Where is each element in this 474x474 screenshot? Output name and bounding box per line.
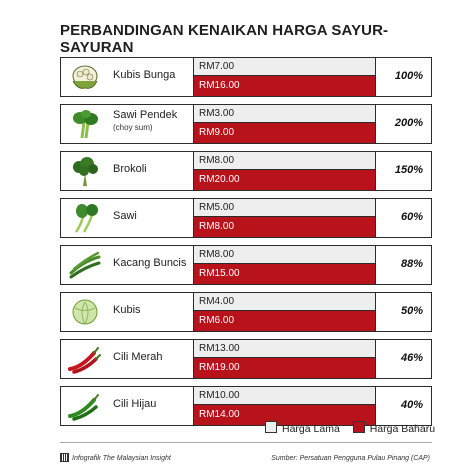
price-bars: RM4.00 RM6.00 <box>193 293 376 331</box>
page-title: PERBANDINGAN KENAIKAN HARGA SAYUR-SAYURA… <box>60 22 389 56</box>
broccoli-icon <box>73 157 98 186</box>
list-item: Brokoli RM8.00 RM20.00 150% <box>60 151 432 191</box>
old-price: RM10.00 <box>194 387 375 405</box>
list-item: Kacang Buncis RM8.00 RM15.00 88% <box>60 245 432 285</box>
increase-percent: 150% <box>394 164 423 176</box>
credit-text: Infografik The Malaysian Insight <box>72 455 171 462</box>
price-bars: RM3.00 RM9.00 <box>193 105 376 143</box>
cabbage-icon <box>72 299 98 325</box>
list-item: Kubis RM4.00 RM6.00 50% <box>60 292 432 332</box>
legend: Harga Lama Harga Baharu <box>265 421 445 435</box>
new-price: RM16.00 <box>194 76 375 96</box>
list-item: Sawi RM5.00 RM8.00 60% <box>60 198 432 238</box>
old-price: RM13.00 <box>194 340 375 358</box>
legend-item-old: Harga Lama <box>265 421 340 435</box>
price-bars: RM8.00 RM20.00 <box>193 152 376 190</box>
choy-sum-icon <box>73 110 98 139</box>
price-bars: RM5.00 RM8.00 <box>193 199 376 237</box>
mustard-greens-icon <box>74 204 98 233</box>
increase-percent: 200% <box>394 117 423 129</box>
old-price: RM3.00 <box>194 105 375 123</box>
vegetable-name: Kubis Bunga <box>113 69 176 81</box>
old-price: RM7.00 <box>194 58 375 76</box>
price-comparison-list: Kubis Bunga RM7.00 RM16.00 100% Sawi Pen… <box>60 57 432 433</box>
price-bars: RM10.00 RM14.00 <box>193 387 376 425</box>
increase-percent: 46% <box>400 352 423 364</box>
new-price: RM15.00 <box>194 264 375 284</box>
old-price: RM4.00 <box>194 293 375 311</box>
list-item: Sawi Pendek (choy sum) RM3.00 RM9.00 200… <box>60 104 432 144</box>
list-item: Kubis Bunga RM7.00 RM16.00 100% <box>60 57 432 97</box>
increase-percent: 100% <box>394 70 423 82</box>
new-price: RM9.00 <box>194 123 375 143</box>
footer-credit: Infografik The Malaysian Insight <box>60 453 171 462</box>
new-price: RM19.00 <box>194 358 375 378</box>
vegetable-name: Cili Hijau <box>113 398 157 410</box>
footer-divider <box>60 442 432 443</box>
new-price: RM14.00 <box>194 405 375 425</box>
legend-label-new: Harga Baharu <box>369 423 436 435</box>
old-price: RM8.00 <box>194 152 375 170</box>
legend-item-new: Harga Baharu <box>352 421 436 435</box>
price-bars: RM13.00 RM19.00 <box>193 340 376 378</box>
price-bars: RM8.00 RM15.00 <box>193 246 376 284</box>
vegetable-name: Brokoli <box>113 163 147 175</box>
legend-swatch-old <box>265 421 277 433</box>
price-bars: RM7.00 RM16.00 <box>193 58 376 96</box>
vegetable-name: Sawi Pendek <box>113 109 178 121</box>
old-price: RM5.00 <box>194 199 375 217</box>
publisher-logo-icon <box>60 453 69 462</box>
green-chili-icon <box>68 394 99 421</box>
vegetable-subname: (choy sum) <box>113 123 153 132</box>
vegetable-name: Kacang Buncis <box>113 257 187 269</box>
list-item: Cili Hijau RM10.00 RM14.00 40% <box>60 386 432 426</box>
cauliflower-icon <box>72 65 98 89</box>
increase-percent: 50% <box>400 305 423 317</box>
source-text: Sumber: Persatuan Pengguna Pulau Pinang … <box>271 455 430 462</box>
new-price: RM20.00 <box>194 170 375 190</box>
legend-label-old: Harga Lama <box>282 423 340 435</box>
vegetable-name: Kubis <box>113 304 141 316</box>
list-item: Cili Merah RM13.00 RM19.00 46% <box>60 339 432 379</box>
vegetable-name: Cili Merah <box>113 351 163 363</box>
green-beans-icon <box>69 251 101 279</box>
legend-swatch-new <box>352 421 365 433</box>
increase-percent: 40% <box>400 399 423 411</box>
new-price: RM8.00 <box>194 217 375 237</box>
new-price: RM6.00 <box>194 311 375 331</box>
vegetable-name: Sawi <box>113 210 137 222</box>
old-price: RM8.00 <box>194 246 375 264</box>
increase-percent: 88% <box>400 258 423 270</box>
red-chili-icon <box>68 347 101 374</box>
increase-percent: 60% <box>400 211 423 223</box>
